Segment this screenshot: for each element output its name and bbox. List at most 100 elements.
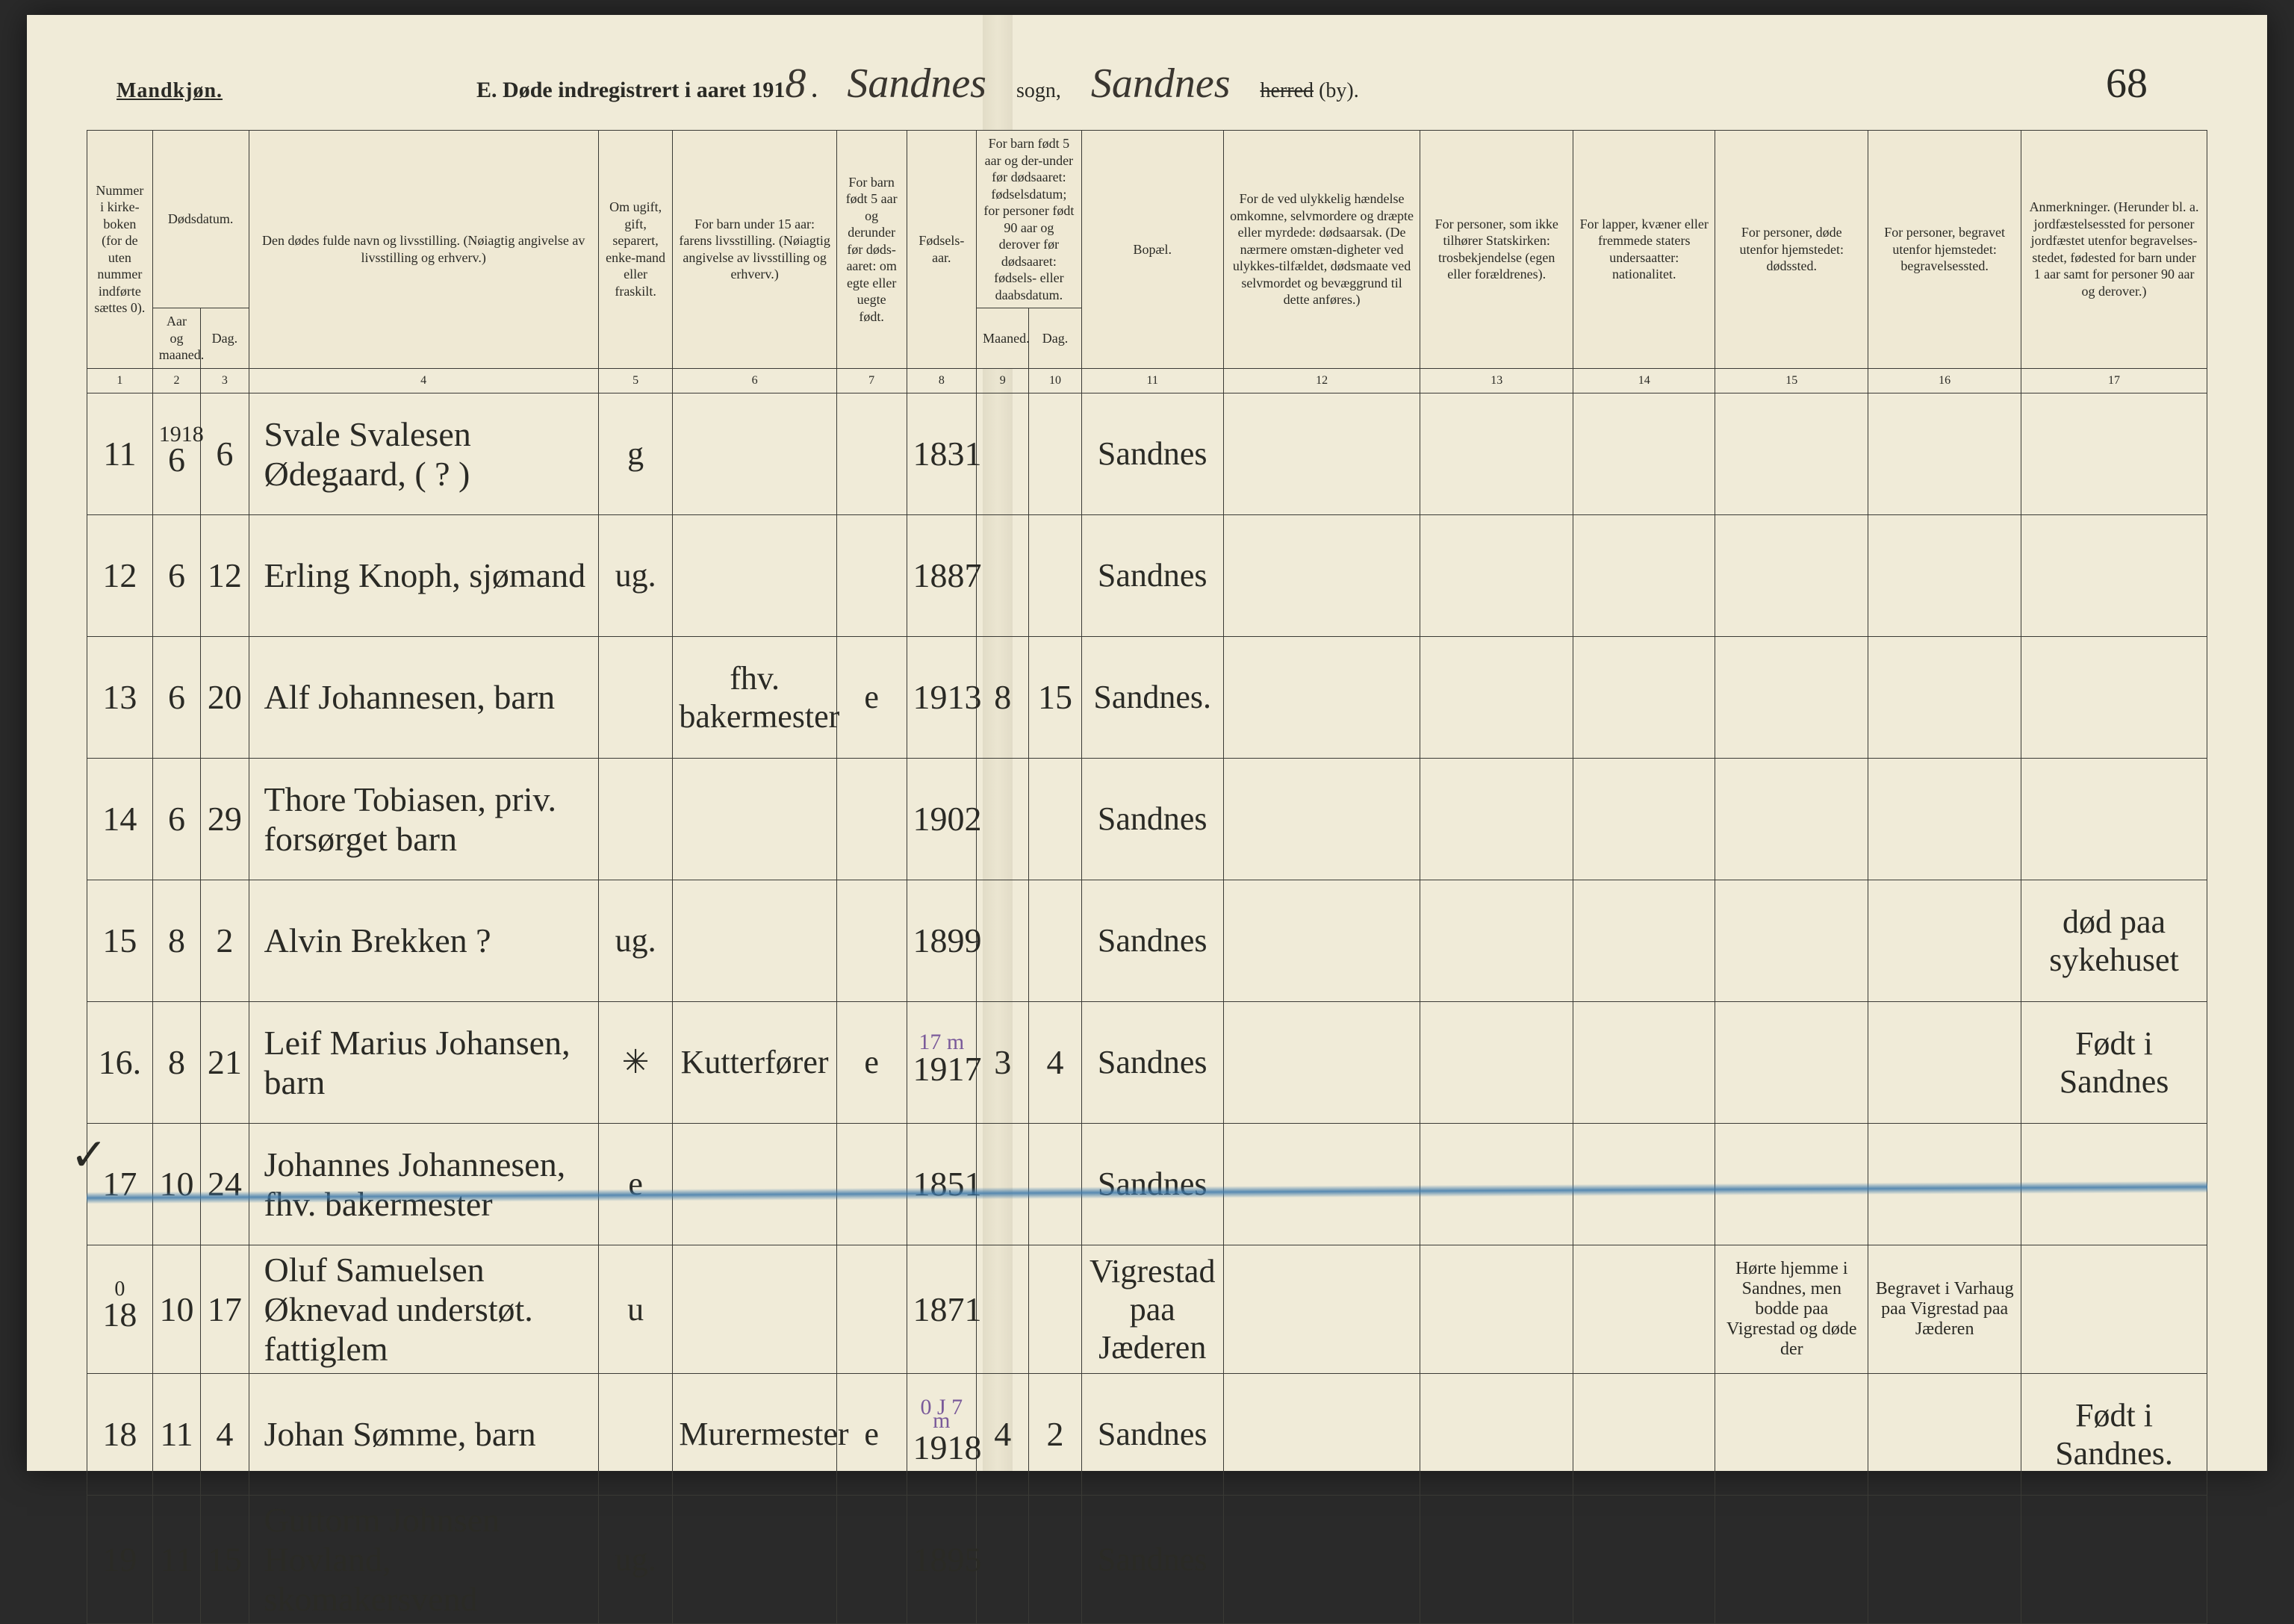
colnum: 15	[1715, 368, 1868, 393]
table-cell: 1899	[907, 880, 977, 1001]
col-12-header: For de ved ulykkelig hændelse omkomne, s…	[1223, 131, 1420, 369]
table-cell	[1029, 758, 1081, 880]
table-cell: 19	[87, 1495, 153, 1623]
table-cell: 19186	[152, 393, 200, 514]
table-cell	[673, 758, 837, 880]
table-cell: 8	[152, 1001, 200, 1123]
table-cell: 29	[201, 758, 249, 880]
col-5-header: Om ugift, gift, separert, enke-mand elle…	[598, 131, 673, 369]
parish-name: Sandnes	[847, 60, 986, 108]
col-13-header: For personer, som ikke tilhører Statskir…	[1420, 131, 1573, 369]
table-cell: 21	[201, 1001, 249, 1123]
colnum: 11	[1081, 368, 1223, 393]
table-cell: Sandnes	[1081, 1001, 1223, 1123]
table-cell: Vigrestad paa Jæderen	[1081, 1245, 1223, 1373]
table-cell	[673, 1245, 837, 1373]
table-wrapper: Nummer i kirke-boken (for de uten nummer…	[87, 130, 2207, 1624]
table-cell: Svale Svalesen Ødegaard, ( ? )	[249, 393, 598, 514]
table-cell: 1902	[907, 758, 977, 880]
table-cell: 17 m1917	[907, 1001, 977, 1123]
table-cell	[2021, 1123, 2207, 1245]
table-cell: Sandnes	[1081, 1495, 1223, 1623]
table-cell: 15	[201, 1495, 249, 1623]
col-4-header: Den dødes fulde navn og livsstilling. (N…	[249, 131, 598, 369]
column-number-row: 1 2 3 4 5 6 7 8 9 10 11 12 13 14	[87, 368, 2207, 393]
table-cell	[673, 1123, 837, 1245]
table-cell: 1871	[907, 1245, 977, 1373]
colnum: 9	[977, 368, 1029, 393]
table-row: 191115Guttorm Johnsen Hovland, skomakers…	[87, 1495, 2207, 1623]
table-cell: 14	[87, 758, 153, 880]
table-cell: Leif Marius Johansen, barn	[249, 1001, 598, 1123]
colnum: 5	[598, 368, 673, 393]
table-cell	[1223, 1001, 1420, 1123]
table-cell: Erling Knoph, sjømand	[249, 514, 598, 636]
table-cell: 3	[977, 1001, 1029, 1123]
table-cell: ug.	[598, 1495, 673, 1623]
year-written: 8	[785, 60, 806, 107]
table-cell: 15	[87, 880, 153, 1001]
table-cell: fhv. bakermester	[673, 636, 837, 758]
colnum: 6	[673, 368, 837, 393]
table-cell: 4	[1029, 1001, 1081, 1123]
table-row: 16.821Leif Marius Johansen, barn✳Kutterf…	[87, 1001, 2207, 1123]
col-14-header: For lapper, kvæner eller fremmede stater…	[1573, 131, 1715, 369]
herred-suffix: (by).	[1319, 79, 1359, 102]
table-cell: Sandnes	[1081, 1123, 1223, 1245]
table-cell: ug.	[598, 880, 673, 1001]
table-cell: 8	[152, 880, 200, 1001]
table-cell: 2	[1029, 1373, 1081, 1495]
table-row: 171024Johannes Johannesen, fhv. bakermes…	[87, 1123, 2207, 1245]
title-prefix: E. Døde indregistrert i aaret 191	[476, 78, 785, 102]
table-cell	[673, 514, 837, 636]
table-cell	[1573, 1001, 1715, 1123]
table-row: 1582Alvin Brekken ?ug.1899Sandnesdød paa…	[87, 880, 2207, 1001]
table-cell: 20	[201, 636, 249, 758]
table-cell	[1029, 1123, 1081, 1245]
colnum: 10	[1029, 368, 1081, 393]
colnum: 14	[1573, 368, 1715, 393]
herred-label: herred (by).	[1261, 79, 1359, 103]
table-cell	[1868, 1123, 2021, 1245]
table-cell	[673, 880, 837, 1001]
table-cell	[1223, 1245, 1420, 1373]
table-cell: Alvin Brekken ?	[249, 880, 598, 1001]
table-cell	[1868, 636, 2021, 758]
col-2-header: Aar og maaned.	[152, 308, 200, 369]
table-cell	[1868, 880, 2021, 1001]
table-cell: 13	[87, 636, 153, 758]
table-cell	[1715, 1373, 1868, 1495]
col-16-header: For personer, begravet utenfor hjemstede…	[1868, 131, 2021, 369]
table-cell: e	[836, 636, 907, 758]
table-cell	[836, 880, 907, 1001]
table-cell	[836, 1245, 907, 1373]
table-cell	[2021, 1245, 2207, 1373]
colnum: 3	[201, 368, 249, 393]
col-17-header: Anmerkninger. (Herunder bl. a. jordfæste…	[2021, 131, 2207, 369]
table-cell	[1420, 1123, 1573, 1245]
table-cell	[1715, 1001, 1868, 1123]
table-cell: Sandnes	[1081, 514, 1223, 636]
table-cell: 6	[201, 393, 249, 514]
table-cell	[1420, 1373, 1573, 1495]
table-cell	[1573, 1373, 1715, 1495]
table-cell	[1573, 880, 1715, 1001]
colnum: 7	[836, 368, 907, 393]
colnum: 2	[152, 368, 200, 393]
table-cell	[1420, 880, 1573, 1001]
table-cell	[977, 758, 1029, 880]
table-row: 13620Alf Johannesen, barnfhv. bakermeste…	[87, 636, 2207, 758]
table-cell: 1913	[907, 636, 977, 758]
table-cell	[1715, 1495, 1868, 1623]
col-2-3-group: Dødsdatum.	[152, 131, 249, 308]
table-cell	[1868, 1373, 2021, 1495]
table-cell	[1573, 1245, 1715, 1373]
table-body: 11191866Svale Svalesen Ødegaard, ( ? )g1…	[87, 393, 2207, 1623]
table-cell: 6	[152, 636, 200, 758]
table-cell	[1420, 514, 1573, 636]
table-cell: g	[598, 393, 673, 514]
table-cell	[1715, 758, 1868, 880]
table-cell	[1420, 393, 1573, 514]
table-cell	[1868, 758, 2021, 880]
table-cell: Sandnes	[1081, 758, 1223, 880]
